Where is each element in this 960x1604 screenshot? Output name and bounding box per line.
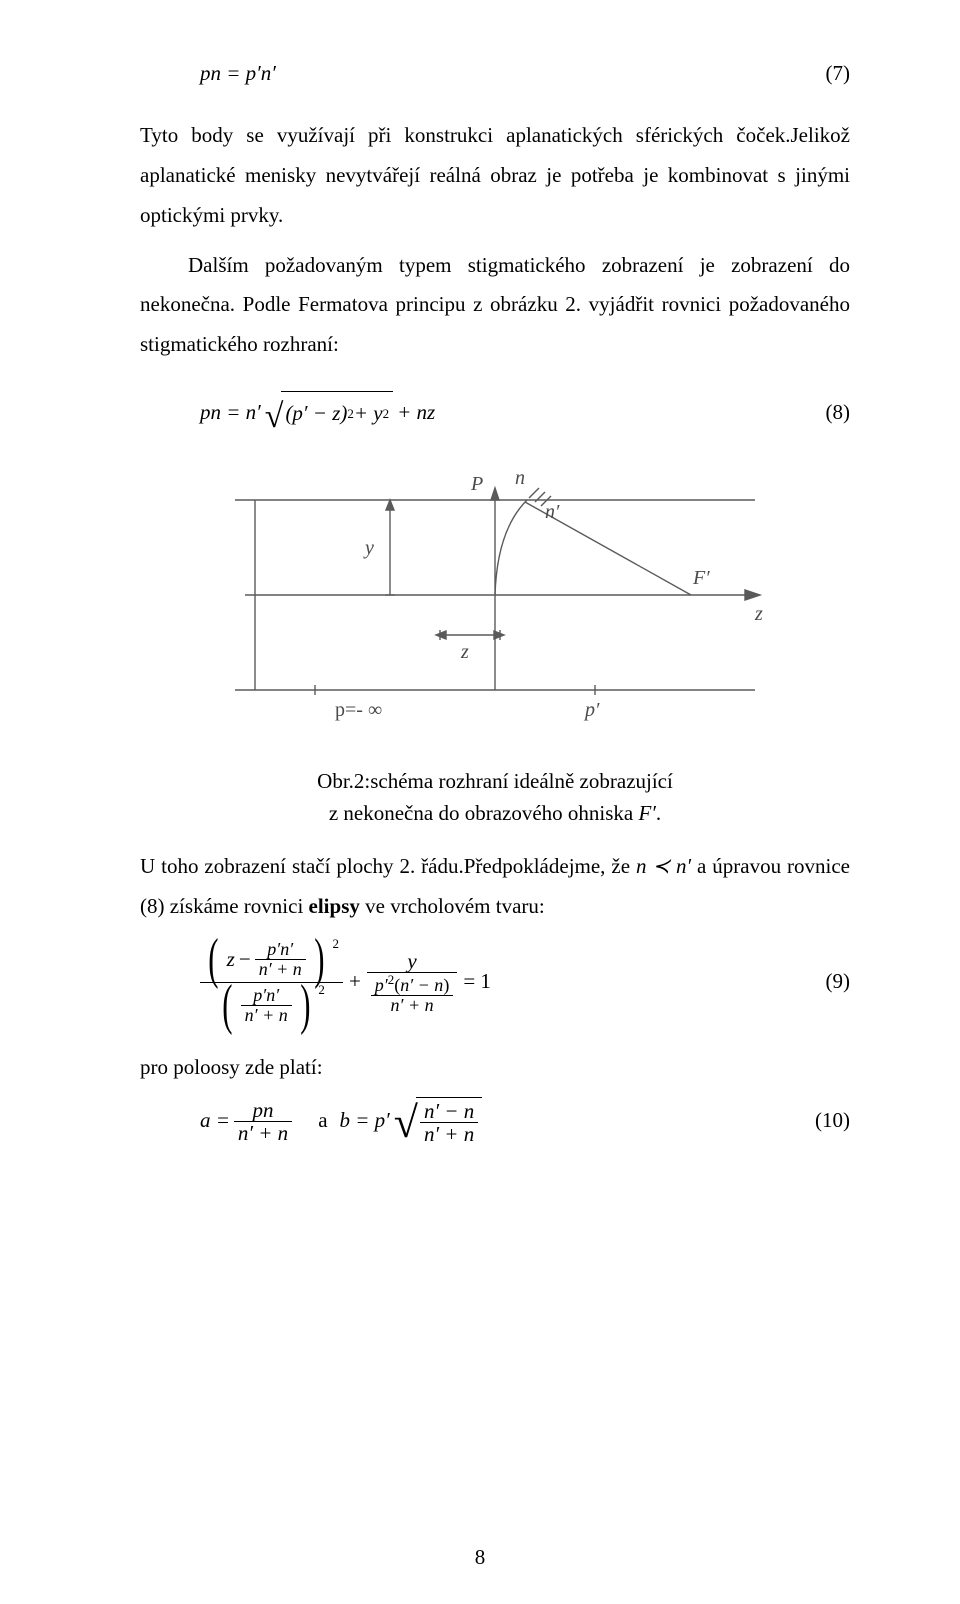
figure-2-diagram: P n n′ y F′ z z p=- ∞ p′ [215,460,775,760]
eq9-equals-1: = 1 [463,962,491,1002]
eq9-z: z [227,948,235,970]
eq8-pre: pn = n′ [200,393,261,433]
eq10-pn: pn [234,1099,292,1122]
figure-2-caption: Obr.2:schéma rozhraní ideálně zobrazujíc… [235,766,755,829]
eq10-a-label: a [318,1101,327,1141]
eq7-expr: pn = p′n′ [140,54,276,94]
eq8-post: + nz [397,393,435,433]
eq7-number: (7) [826,54,851,94]
eq9-plus: + [349,962,361,1002]
radical-icon-2: √ [394,1101,418,1145]
para3-a: U toho zobrazení stačí plochy 2. řádu.Př… [140,854,636,878]
caption-line-1: Obr.2:schéma rozhraní ideálně zobrazujíc… [235,766,755,798]
eq9-minus1: − [239,948,251,970]
fig-label-Fprime: F′ [692,567,710,589]
paragraph-4: pro poloosy zde platí: [140,1048,850,1088]
eq8-number: (8) [826,393,851,433]
eq9-sq1: 2 [332,937,339,951]
eq10-expr: a = pn n′ + n a b = p′ √ n′ − n n′ + n [140,1097,482,1145]
caption-l2-b: . [656,801,661,825]
eq9-npn-2: n′ + n [241,1006,292,1025]
eq9-term2: y p′2(n′ − n) n′ + n [367,950,458,1015]
eq8-expr: pn = n′ √ (p′ − z)2 + y2 + nz [140,391,435,434]
eq9-npn-1: n′ + n [255,960,306,979]
eq8-rad-tail: + y [354,394,383,434]
fig-label-y: y [363,537,374,559]
eq9-pn-1: p′n′ [255,940,306,960]
eq9-pn-2: p′n′ [241,986,292,1006]
eq8-rad-tail-sup: 2 [383,402,390,427]
eq9-npn-3: n′ + n [371,996,454,1015]
eq10-b-eq: b = p′ [340,1101,390,1141]
fig-label-nprime: n′ [545,501,560,523]
fig-label-p-minf: p=- ∞ [335,699,382,721]
eq10-npn: n′ + n [234,1122,292,1144]
eq9-nmn: n′ − n [400,975,443,995]
para3-bold: elipsy [309,894,360,918]
eq10-nmn: n′ − n [420,1100,478,1123]
para3-ineq: n ≺ n′ [636,854,691,878]
equation-7: pn = p′n′ (7) [140,54,850,94]
eq10-number: (10) [815,1101,850,1141]
fig-label-n: n [515,467,525,489]
equation-10: a = pn n′ + n a b = p′ √ n′ − n n′ + n (… [140,1097,850,1145]
fig-label-z-seg: z [460,641,469,663]
caption-line-2: z nekonečna do obrazového ohniska F′. [235,798,755,830]
eq10-a: a = pn n′ + n [200,1099,292,1144]
equation-8: pn = n′ √ (p′ − z)2 + y2 + nz (8) [140,391,850,434]
eq9-y: y [367,950,458,973]
eq10-npn-2: n′ + n [420,1123,478,1145]
fig-label-pprime: p′ [583,699,600,721]
eq9-term1: ( z − p′n′ n′ + n ) 2 ( [200,937,343,1028]
equation-9: ( z − p′n′ n′ + n ) 2 ( [140,937,850,1028]
fig-label-z-axis: z [754,603,763,625]
fig-label-P: P [470,473,483,495]
rparen-icon: ) [314,937,324,982]
eq10-a-eq: a = [200,1101,230,1141]
caption-l2-a: z nekonečna do obrazového ohniska [329,801,639,825]
lparen-icon-2: ( [222,983,232,1028]
paragraph-3: U toho zobrazení stačí plochy 2. řádu.Př… [140,847,850,927]
eq8-sqrt: √ (p′ − z)2 + y2 [265,391,393,434]
paragraph-1: Tyto body se využívají při konstrukci ap… [140,116,850,236]
rparen-icon-2: ) [300,983,310,1028]
eq8-radicand: (p′ − z)2 + y2 [281,391,393,434]
eq10-b: a b = p′ √ n′ − n n′ + n [318,1097,482,1145]
caption-Fprime: F′ [638,801,655,825]
lparen-icon: ( [208,937,218,982]
para3-c: ve vrcholovém tvaru: [360,894,545,918]
page-number: 8 [0,1538,960,1578]
eq9-number: (9) [826,962,851,1002]
paragraph-2: Dalším požadovaným typem stigmatického z… [140,246,850,366]
eq9-p2: p′ [375,975,388,995]
eq9-expr: ( z − p′n′ n′ + n ) 2 ( [140,937,491,1028]
eq8-rad: (p′ − z) [285,394,347,434]
